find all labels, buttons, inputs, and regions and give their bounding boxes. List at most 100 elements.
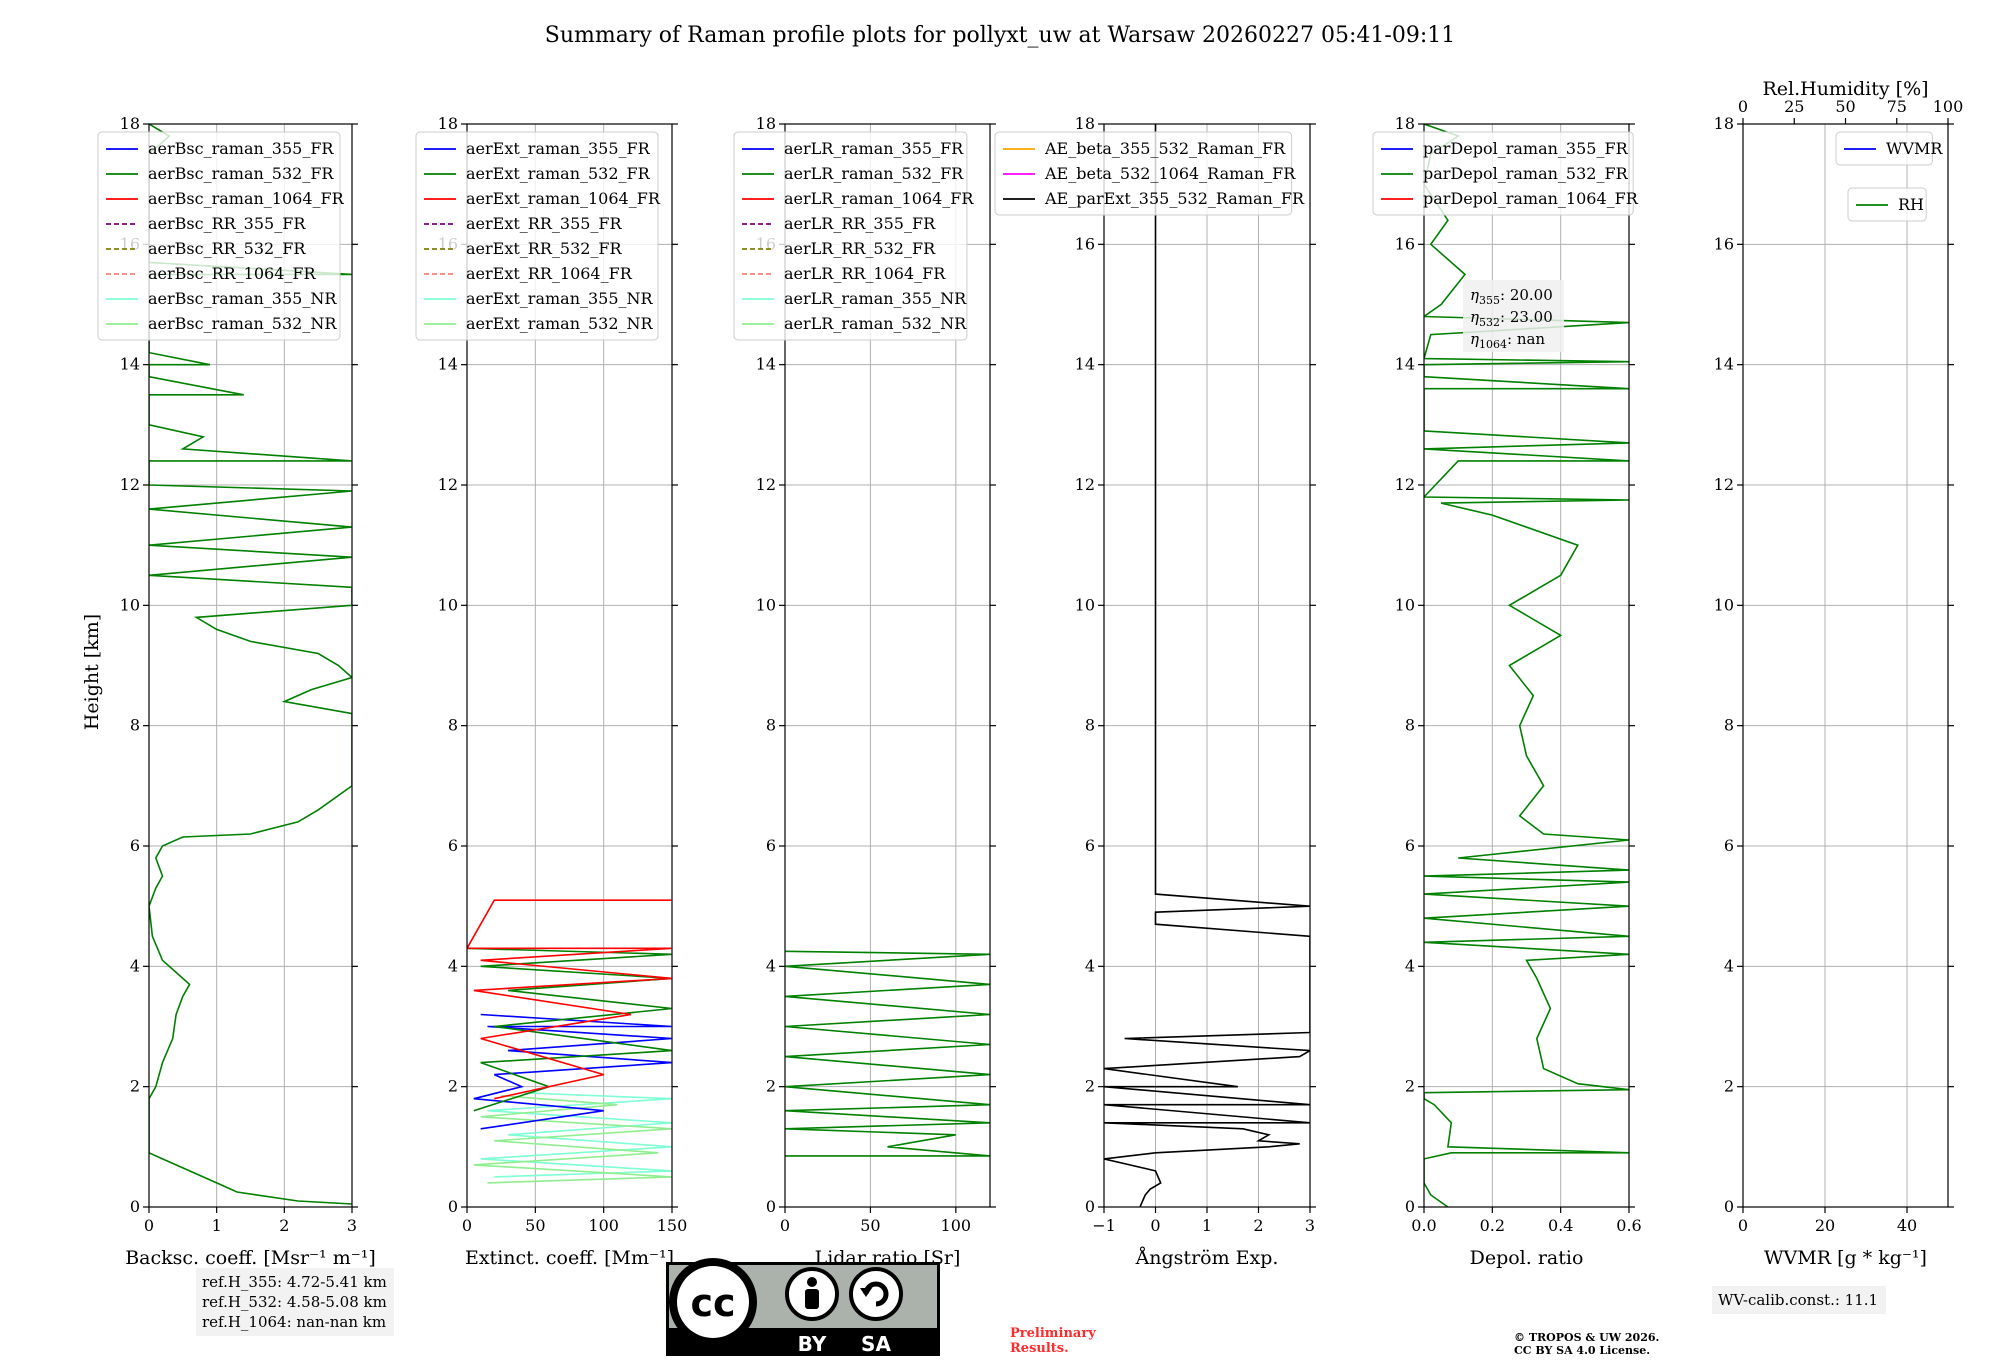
series-line-aerExt_raman_1064_FR: [467, 899, 672, 1100]
y-axis-label: Height [km]: [81, 614, 103, 730]
y-tick-label: 6: [766, 836, 776, 855]
legend-label: AE_parExt_355_532_Raman_FR: [1044, 189, 1305, 208]
series-line-parDepol_raman_532_FR: [1424, 124, 1629, 1207]
y-tick-label: 10: [1395, 595, 1415, 614]
y-tick-label: 2: [1724, 1077, 1734, 1096]
sa-share-icon: [849, 1267, 903, 1321]
legend-frame: [1835, 131, 1933, 166]
x-tick-label: 0: [1738, 1216, 1748, 1235]
x-tick-label: 0.0: [1411, 1216, 1436, 1235]
axes-frame: [148, 123, 353, 1208]
y-tick-label: 4: [1405, 956, 1415, 975]
x-tick-label: 0: [780, 1216, 790, 1235]
y-tick-label: 16: [1714, 234, 1734, 253]
x-tick-label: 0.4: [1548, 1216, 1573, 1235]
by-person-icon: [785, 1267, 839, 1321]
y-tick-label: 2: [130, 1077, 140, 1096]
y-tick-label: 8: [130, 716, 140, 735]
panel-depolarization: 0 2 4 6 8 10 12 14 16 18 0.0 0.2 0.4 0.6 Depol. ratio p…: [1372, 114, 1642, 1269]
x-axis-label: Backsc. coeff. [Msr⁻¹ m⁻¹]: [125, 1247, 376, 1269]
series-group: [467, 899, 672, 1184]
series-line-aerLR_raman_532_FR: [785, 950, 990, 1157]
y-tick-label: 10: [438, 595, 458, 614]
y-tick-label: 6: [1724, 836, 1734, 855]
top-x-tick-label: 75: [1887, 97, 1907, 116]
legend-label: parDepol_raman_355_FR: [1423, 139, 1629, 158]
legend-label: aerExt_RR_355_FR: [466, 214, 623, 233]
series-group: [785, 950, 990, 1157]
legend-label: aerExt_RR_1064_FR: [466, 264, 633, 283]
y-tick-label: 10: [756, 595, 776, 614]
x-tick-label: 0: [144, 1216, 154, 1235]
legend-label: aerLR_raman_1064_FR: [784, 189, 974, 208]
x-tick-label: 1: [212, 1216, 222, 1235]
x-tick-label: 2: [279, 1216, 289, 1235]
y-tick-label: 18: [756, 114, 776, 133]
y-tick-label: 2: [1405, 1077, 1415, 1096]
legend-frame: [733, 131, 968, 341]
top-x-tick-label: 0: [1738, 97, 1748, 116]
x-tick-label: 150: [657, 1216, 688, 1235]
top-x-axis-label: Rel.Humidity [%]: [1762, 78, 1928, 100]
x-tick-label: 0.2: [1480, 1216, 1505, 1235]
x-tick-label: 50: [860, 1216, 880, 1235]
legend-label: RH: [1898, 195, 1924, 214]
series-line-AE_parExt_355_532_Raman_FR: [1104, 124, 1310, 1207]
legend-label: aerLR_raman_355_NR: [784, 289, 967, 308]
x-axis-label: Extinct. coeff. [Mm⁻¹]: [465, 1247, 674, 1269]
y-tick-label: 0: [130, 1197, 140, 1216]
legend-frame: [415, 131, 659, 341]
y-tick-label: 12: [120, 475, 140, 494]
x-tick-label: 2: [1253, 1216, 1263, 1235]
x-tick-label: −1: [1092, 1216, 1116, 1235]
legend-label: aerLR_raman_532_NR: [784, 314, 967, 333]
y-tick-label: 0: [1724, 1197, 1734, 1216]
y-tick-label: 14: [438, 355, 458, 374]
y-tick-label: 10: [1714, 595, 1734, 614]
legend-label: aerLR_raman_532_FR: [784, 164, 964, 183]
legend-label: aerExt_RR_532_FR: [466, 239, 623, 258]
legend-label: aerBsc_RR_355_FR: [148, 214, 306, 233]
panels: 0246810121416180123Backsc. coeff. [Msr⁻¹…: [97, 78, 1964, 1269]
legend: WVMR: [1835, 131, 1943, 166]
y-tick-label: 4: [766, 956, 776, 975]
legend-label: aerExt_raman_1064_FR: [466, 189, 661, 208]
legend-label: aerExt_raman_355_FR: [466, 139, 651, 158]
y-tick-label: 14: [756, 355, 776, 374]
y-tick-label: 0: [1405, 1197, 1415, 1216]
top-x-tick-label: 25: [1784, 97, 1804, 116]
y-tick-label: 8: [1405, 716, 1415, 735]
legend-label: aerBsc_raman_355_NR: [148, 289, 337, 308]
cc-license-badge: cc BY SA: [666, 1258, 940, 1356]
cc-by-label: BY: [798, 1332, 827, 1356]
y-tick-label: 8: [1724, 716, 1734, 735]
y-tick-label: 0: [766, 1197, 776, 1216]
axes-frame: [1742, 123, 1949, 1208]
y-tick-label: 18: [1075, 114, 1095, 133]
x-axis-label: Depol. ratio: [1470, 1247, 1584, 1269]
copyright-line1: © TROPOS & UW 2026.: [1514, 1331, 1659, 1344]
figure-title: Summary of Raman profile plots for polly…: [545, 23, 1455, 48]
legend-label: aerLR_RR_1064_FR: [784, 264, 946, 283]
legend-label: aerBsc_RR_532_FR: [148, 239, 306, 258]
y-tick-label: 2: [766, 1077, 776, 1096]
y-tick-label: 6: [448, 836, 458, 855]
legend-label: parDepol_raman_532_FR: [1423, 164, 1629, 183]
y-tick-label: 16: [1395, 234, 1415, 253]
wv-calib-box: WV-calib.const.: 11.1: [1712, 1286, 1886, 1314]
x-tick-label: 100: [588, 1216, 619, 1235]
legend-label: aerBsc_raman_532_FR: [148, 164, 334, 183]
legend-label: aerLR_RR_532_FR: [784, 239, 936, 258]
legend-label: aerBsc_RR_1064_FR: [148, 264, 317, 283]
legend-label: parDepol_raman_1064_FR: [1423, 189, 1639, 208]
y-tick-label: 4: [1085, 956, 1095, 975]
top-x-tick-label: 100: [1933, 97, 1964, 116]
legend-label: aerLR_raman_355_FR: [784, 139, 964, 158]
y-tick-label: 6: [1405, 836, 1415, 855]
y-tick-label: 12: [756, 475, 776, 494]
series-line-aerBsc_raman_532_FR: [149, 124, 352, 1205]
legend: aerLR_raman_355_FR aerLR_raman_532_FR aerL…: [733, 131, 974, 341]
legend-rh: RH: [1847, 187, 1927, 222]
